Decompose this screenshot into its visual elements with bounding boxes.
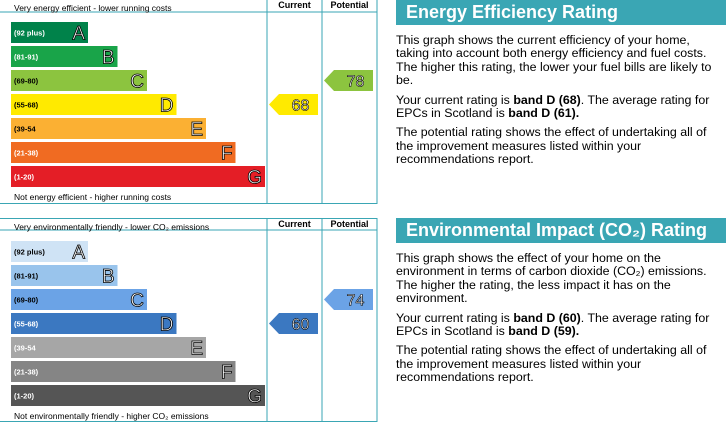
band-letter-f: F [221, 363, 233, 384]
energy-current-band: band D (68) [513, 92, 581, 107]
band-letter-e: E [190, 120, 203, 141]
environmental-impact-panel: Environmental Impact (CO₂) Rating This g… [396, 218, 726, 385]
energy-potential-text: The potential rating shows the effect of… [396, 125, 707, 167]
energy-efficiency-title: Energy Efficiency Rating [396, 0, 726, 25]
band-range-c: (69-80) [14, 77, 39, 86]
rating-charts: Very energy efficient - lower running co… [0, 0, 378, 422]
top-label: Very environmentally friendly - lower CO… [14, 222, 209, 232]
band-bar-a [11, 22, 88, 43]
column-header-potential: Potential [330, 219, 368, 229]
band-range-e: (39-54 [14, 125, 37, 134]
band-range-b: (81-91) [14, 53, 39, 62]
band-letter-c: C [130, 72, 144, 93]
band-letter-d: D [160, 96, 174, 117]
band-range-c: (69-80) [14, 296, 39, 305]
top-label: Very energy efficient - lower running co… [14, 3, 172, 13]
environment-average-band: band D (59). [508, 324, 580, 339]
band-letter-g: G [247, 168, 262, 189]
environment-description: This graph shows the effect of your home… [396, 251, 707, 306]
energy-average-band: band D (61). [508, 106, 580, 121]
band-bar-e [11, 337, 206, 358]
band-bar-e [11, 118, 206, 139]
band-bar-f [11, 142, 236, 163]
column-header-current: Current [278, 0, 311, 10]
band-bar-g [11, 166, 265, 187]
potential-rating-value: 78 [347, 74, 365, 91]
band-range-f: (21-38) [14, 368, 39, 377]
energy-efficiency-panel: Energy Efficiency Rating This graph show… [396, 0, 726, 167]
band-range-f: (21-38) [14, 149, 39, 158]
energy-efficiency-chart: Very energy efficient - lower running co… [0, 0, 378, 204]
environmental-impact-chart: Very environmentally friendly - lower CO… [0, 218, 378, 422]
band-letter-b: B [102, 48, 115, 69]
band-bar-a [11, 241, 88, 262]
band-bar-d [11, 313, 177, 334]
band-range-a: (92 plus) [14, 248, 45, 257]
band-bar-f [11, 361, 236, 382]
energy-description: This graph shows the current efficiency … [396, 33, 712, 88]
environment-current-rating-text: Your current rating is band D (60). The … [396, 310, 726, 339]
environmental-impact-title: Environmental Impact (CO₂) Rating [396, 218, 726, 243]
band-letter-g: G [247, 387, 262, 408]
band-letter-b: B [102, 267, 115, 288]
current-rating-value: 68 [292, 98, 310, 115]
potential-rating-arrow [324, 70, 373, 91]
energy-current-rating-text: Your current rating is band D (68). The … [396, 92, 726, 121]
band-range-d: (55-68) [14, 320, 39, 329]
band-bar-g [11, 385, 265, 406]
band-range-d: (55-68) [14, 101, 39, 110]
band-letter-a: A [72, 24, 85, 45]
band-range-e: (39-54 [14, 344, 37, 353]
band-letter-f: F [221, 144, 233, 165]
band-bar-b [11, 46, 118, 67]
current-rating-arrow [269, 313, 318, 334]
environment-average-prefix: . The average rating for EPCs in Scotlan… [396, 310, 710, 339]
current-rating-arrow [269, 94, 318, 115]
band-bar-c [11, 289, 147, 310]
environment-current-band: band D (60) [513, 310, 581, 325]
energy-current-prefix: Your current rating is [396, 92, 514, 107]
band-bar-c [11, 70, 147, 91]
band-letter-a: A [72, 243, 85, 264]
band-range-b: (81-91) [14, 272, 39, 281]
current-rating-value: 60 [292, 317, 310, 334]
band-letter-c: C [130, 291, 144, 312]
bottom-label: Not environmentally friendly - higher CO… [14, 411, 209, 421]
column-header-potential: Potential [330, 0, 368, 10]
band-letter-e: E [190, 339, 203, 360]
band-letter-d: D [160, 315, 174, 336]
column-header-current: Current [278, 219, 311, 229]
band-range-a: (92 plus) [14, 29, 45, 38]
potential-rating-value: 74 [347, 293, 365, 310]
band-range-g: (1-20) [14, 173, 35, 182]
band-range-g: (1-20) [14, 392, 35, 401]
potential-rating-arrow [324, 289, 373, 310]
band-bar-d [11, 94, 177, 115]
environment-current-prefix: Your current rating is [396, 310, 514, 325]
bottom-label: Not energy efficient - higher running co… [14, 192, 171, 202]
environment-potential-text: The potential rating shows the effect of… [396, 343, 707, 385]
band-bar-b [11, 265, 118, 286]
energy-average-prefix: . The average rating for EPCs in Scotlan… [396, 92, 710, 121]
